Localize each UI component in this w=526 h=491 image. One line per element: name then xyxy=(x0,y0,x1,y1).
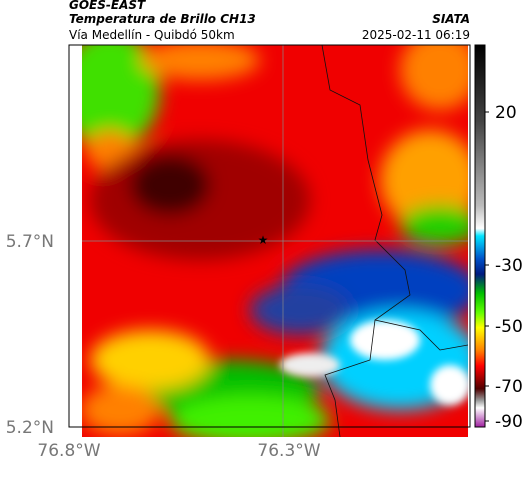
lon-label: 76.8°W xyxy=(37,441,100,461)
location: Vía Medellín - Quibdó 50km xyxy=(69,28,235,42)
colorbar-tick-label: -70 xyxy=(495,377,523,397)
subtitle: Temperatura de Brillo CH13 xyxy=(69,12,256,26)
title: GOES-EAST xyxy=(69,0,146,12)
colorbar xyxy=(474,44,486,428)
lon-label: 76.3°W xyxy=(257,441,320,461)
lat-label: 5.7°N xyxy=(6,232,54,252)
source: SIATA xyxy=(432,12,470,26)
colorbar-tick-label: -30 xyxy=(495,256,523,276)
satellite-image: ★ xyxy=(82,45,468,437)
lat-label: 5.2°N xyxy=(6,418,54,438)
svg-text:★: ★ xyxy=(258,233,269,247)
colorbar-ticks: 20 -30 -50 -70 -90 xyxy=(485,103,523,432)
colorbar-tick-label: 20 xyxy=(495,103,517,123)
colorbar-tick-label: -50 xyxy=(495,317,523,337)
datetime: 2025-02-11 06:19 xyxy=(362,28,470,42)
colorbar-tick-label: -90 xyxy=(495,412,523,432)
